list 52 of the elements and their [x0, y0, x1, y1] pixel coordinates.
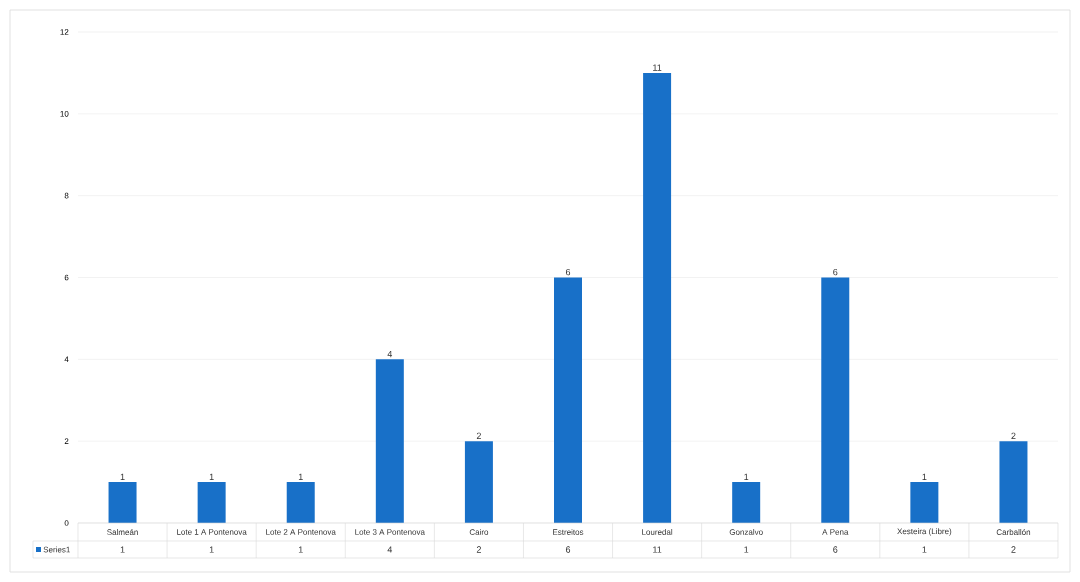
text: 2 [1011, 432, 1016, 439]
text: 4 [387, 350, 393, 358]
bar [643, 72, 672, 523]
text: 1 [120, 473, 125, 480]
data-label: 2 [1011, 546, 1016, 553]
text: 1 [298, 473, 303, 480]
data-label: 6 [833, 546, 838, 553]
y-tick-label: 2 [64, 438, 69, 444]
text: 11 [653, 64, 662, 71]
bar [821, 277, 850, 523]
text: 2 [476, 432, 481, 439]
x-tick-label: A Pena [822, 529, 849, 535]
bar [197, 482, 226, 523]
x-tick-label: Lote 3 A Pontenova [355, 529, 425, 535]
text: 6 [565, 268, 571, 276]
y-tick-label: 4 [64, 356, 69, 363]
data-label: 1 [744, 546, 749, 553]
x-tick-label: Salmeán [107, 529, 138, 535]
x-tick-label: Gonzalvo [729, 529, 763, 535]
data-label: 11 [653, 546, 662, 553]
data-label: 2 [476, 546, 481, 553]
bar [999, 441, 1028, 523]
bar [464, 441, 493, 523]
data-label: 4 [387, 546, 393, 553]
bar [732, 482, 761, 523]
data-label: 1 [209, 546, 214, 553]
x-tick-label: Xesteira (Libre) [897, 528, 952, 536]
y-tick-label: 6 [64, 274, 69, 281]
bar [108, 482, 137, 523]
y-tick-label: 0 [64, 520, 69, 526]
x-tick-label: Estreitos [553, 529, 584, 535]
data-label: 1 [298, 546, 303, 553]
text: 1 [209, 473, 214, 480]
text: 1 [744, 473, 749, 480]
data-label: 1 [922, 546, 927, 553]
x-tick-label: Cairo [469, 529, 489, 535]
x-tick-label: Lote 1 A Pontenova [177, 529, 247, 535]
bar [554, 277, 582, 523]
x-tick-label: Carballón [996, 529, 1031, 535]
text: 1 [922, 473, 927, 480]
y-tick-label: 12 [60, 29, 69, 35]
legend-label: Series1 [43, 546, 70, 553]
data-label: 6 [565, 546, 571, 553]
text: 6 [833, 268, 838, 276]
bar [286, 482, 315, 523]
y-tick-label: 10 [60, 111, 69, 117]
bar [910, 482, 939, 523]
y-tick-label: 8 [64, 192, 69, 199]
data-label: 1 [120, 546, 125, 553]
bar [375, 359, 404, 523]
x-tick-label: Louredal [642, 529, 673, 535]
x-tick-label: Lote 2 A Pontenova [266, 529, 336, 535]
